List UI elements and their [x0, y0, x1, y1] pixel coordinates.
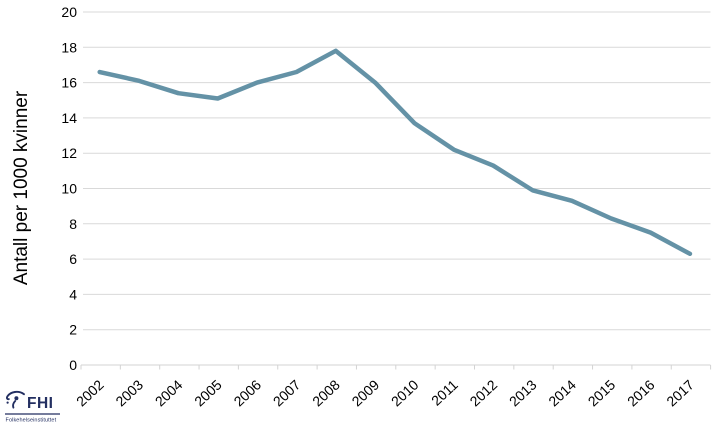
x-tick-label: 2004 — [152, 376, 186, 409]
x-tick-label: 2010 — [388, 376, 422, 409]
fhi-logo-subtext: Folkehelseinstituttet — [6, 418, 57, 424]
data-line — [97, 48, 693, 257]
x-tick-label: 2002 — [73, 376, 107, 409]
x-tick-label: 2011 — [428, 376, 461, 408]
x-tick-label: 2008 — [309, 376, 343, 409]
x-tick-label: 2013 — [506, 376, 540, 409]
y-tick-label: 8 — [69, 216, 77, 232]
fhi-logo: FHI Folkehelseinstituttet — [5, 390, 60, 424]
y-tick-label: 14 — [61, 110, 77, 126]
x-tick-label: 2007 — [270, 376, 304, 409]
x-tick-label: 2016 — [624, 376, 658, 409]
x-tick-label: 2009 — [348, 376, 382, 409]
x-tick-label: 2006 — [230, 376, 264, 409]
y-tick-label: 16 — [61, 75, 77, 91]
fhi-logo-text: FHI — [27, 395, 53, 412]
y-tick-label: 10 — [61, 181, 77, 197]
x-tick-label: 2005 — [191, 376, 225, 409]
x-tick-label: 2017 — [663, 376, 697, 409]
y-axis-title: Antall per 1000 kvinner — [11, 90, 32, 285]
y-tick-label: 18 — [61, 39, 77, 55]
x-tick-label: 2012 — [467, 376, 501, 409]
y-tick-label: 12 — [61, 145, 77, 161]
x-tick-label: 2015 — [585, 376, 619, 409]
x-tick-label: 2003 — [112, 376, 146, 409]
fhi-figure-icon — [6, 390, 25, 409]
y-tick-label: 2 — [69, 322, 77, 338]
y-tick-label: 20 — [61, 4, 77, 20]
y-tick-label: 6 — [69, 251, 77, 267]
y-tick-label: 0 — [69, 357, 77, 373]
y-tick-label: 4 — [69, 286, 77, 302]
x-tick-label: 2014 — [545, 376, 579, 409]
